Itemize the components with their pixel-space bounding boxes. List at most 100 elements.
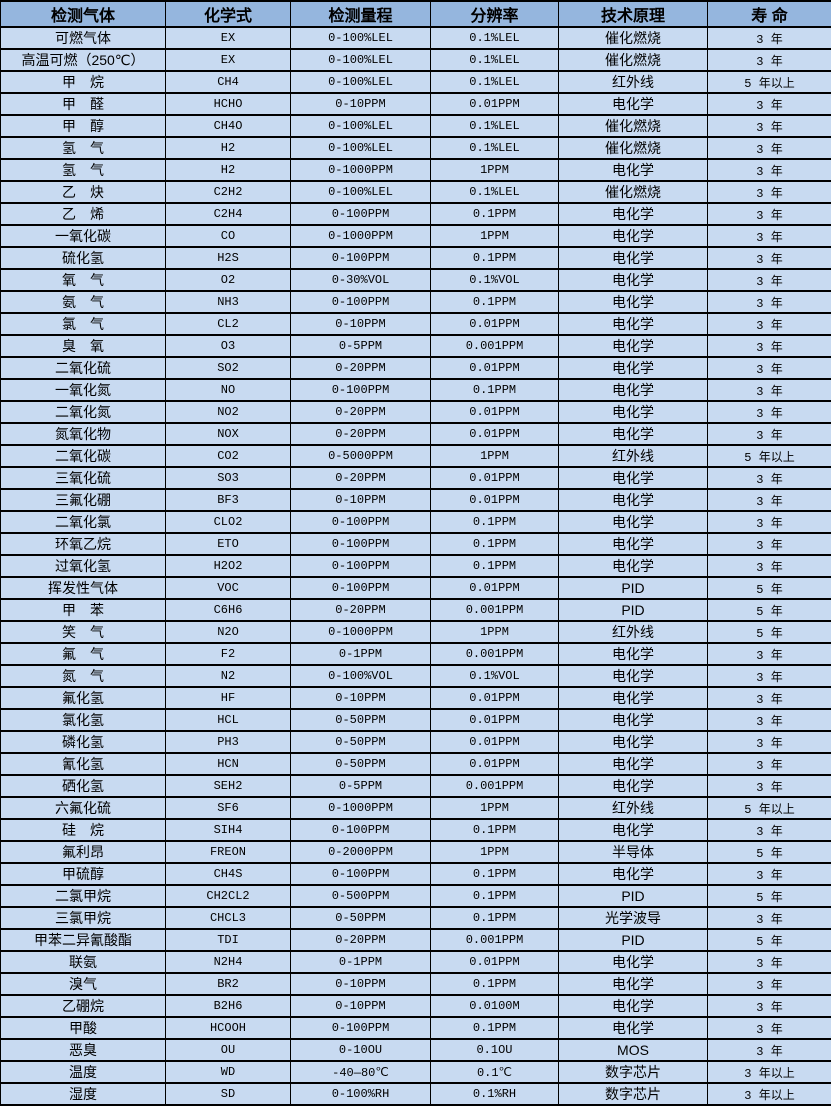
cell-gas-name: 硅 烷 [1,819,166,841]
cell-technical-principle: 半导体 [559,841,708,863]
cell-chemical-formula: EX [166,49,291,71]
cell-chemical-formula: HCHO [166,93,291,115]
cell-resolution: 0.1PPM [431,203,559,225]
cell-detection-range: 0-100PPM [291,577,431,599]
cell-technical-principle: 电化学 [559,423,708,445]
cell-technical-principle: 电化学 [559,357,708,379]
cell-lifespan: 3 年 [708,555,831,577]
cell-lifespan: 3 年 [708,115,831,137]
cell-gas-name: 甲硫醇 [1,863,166,885]
cell-technical-principle: 电化学 [559,269,708,291]
cell-technical-principle: 电化学 [559,995,708,1017]
cell-resolution: 1PPM [431,159,559,181]
cell-detection-range: 0-1000PPM [291,225,431,247]
cell-detection-range: 0-1PPM [291,951,431,973]
cell-resolution: 0.1%LEL [431,115,559,137]
cell-gas-name: 甲苯二异氰酸酯 [1,929,166,951]
cell-detection-range: 0-5PPM [291,775,431,797]
cell-gas-name: 氢 气 [1,137,166,159]
cell-detection-range: 0-100PPM [291,555,431,577]
cell-detection-range: 0-100PPM [291,819,431,841]
cell-chemical-formula: N2O [166,621,291,643]
cell-gas-name: 氯 气 [1,313,166,335]
cell-resolution: 0.1%RH [431,1083,559,1105]
cell-detection-range: 0-1PPM [291,643,431,665]
cell-technical-principle: 电化学 [559,401,708,423]
cell-technical-principle: PID [559,885,708,907]
cell-lifespan: 3 年 [708,203,831,225]
cell-chemical-formula: CO [166,225,291,247]
cell-detection-range: 0-100%VOL [291,665,431,687]
cell-gas-name: 三氧化硫 [1,467,166,489]
cell-detection-range: 0-10PPM [291,687,431,709]
cell-detection-range: 0-100%LEL [291,181,431,203]
cell-detection-range: 0-100PPM [291,203,431,225]
cell-technical-principle: 红外线 [559,445,708,467]
cell-resolution: 0.01PPM [431,951,559,973]
cell-chemical-formula: H2 [166,159,291,181]
cell-detection-range: 0-2000PPM [291,841,431,863]
cell-chemical-formula: CHCL3 [166,907,291,929]
cell-resolution: 0.1PPM [431,885,559,907]
cell-lifespan: 3 年 [708,533,831,555]
cell-resolution: 0.1PPM [431,247,559,269]
cell-detection-range: 0-20PPM [291,423,431,445]
cell-detection-range: 0-100PPM [291,533,431,555]
cell-chemical-formula: TDI [166,929,291,951]
cell-resolution: 0.01PPM [431,709,559,731]
cell-lifespan: 5 年以上 [708,71,831,93]
cell-lifespan: 3 年 [708,159,831,181]
cell-resolution: 0.01PPM [431,401,559,423]
cell-resolution: 0.1PPM [431,533,559,555]
cell-chemical-formula: NO [166,379,291,401]
cell-technical-principle: 电化学 [559,511,708,533]
cell-resolution: 0.1PPM [431,555,559,577]
cell-detection-range: 0-500PPM [291,885,431,907]
cell-gas-name: 温度 [1,1061,166,1083]
cell-lifespan: 3 年 [708,291,831,313]
cell-detection-range: 0-10PPM [291,313,431,335]
cell-lifespan: 5 年 [708,599,831,621]
cell-gas-name: 氟 气 [1,643,166,665]
column-header-chemical-formula: 化学式 [166,1,291,27]
cell-chemical-formula: HCOOH [166,1017,291,1039]
cell-lifespan: 5 年以上 [708,445,831,467]
cell-technical-principle: 电化学 [559,555,708,577]
cell-lifespan: 3 年 [708,489,831,511]
cell-chemical-formula: NO2 [166,401,291,423]
cell-chemical-formula: HF [166,687,291,709]
cell-detection-range: 0-10PPM [291,995,431,1017]
cell-gas-name: 恶臭 [1,1039,166,1061]
cell-technical-principle: 电化学 [559,291,708,313]
cell-resolution: 1PPM [431,445,559,467]
cell-lifespan: 3 年 [708,313,831,335]
cell-gas-name: 硫化氢 [1,247,166,269]
cell-detection-range: 0-100PPM [291,379,431,401]
cell-detection-range: 0-20PPM [291,401,431,423]
cell-technical-principle: 电化学 [559,665,708,687]
cell-resolution: 0.1%LEL [431,27,559,49]
cell-lifespan: 3 年 [708,379,831,401]
cell-gas-name: 二氧化硫 [1,357,166,379]
cell-detection-range: 0-20PPM [291,599,431,621]
cell-chemical-formula: CL2 [166,313,291,335]
cell-gas-name: 臭 氧 [1,335,166,357]
cell-chemical-formula: O3 [166,335,291,357]
cell-technical-principle: 电化学 [559,819,708,841]
cell-gas-name: 二氧化碳 [1,445,166,467]
cell-lifespan: 5 年 [708,621,831,643]
cell-technical-principle: 电化学 [559,731,708,753]
